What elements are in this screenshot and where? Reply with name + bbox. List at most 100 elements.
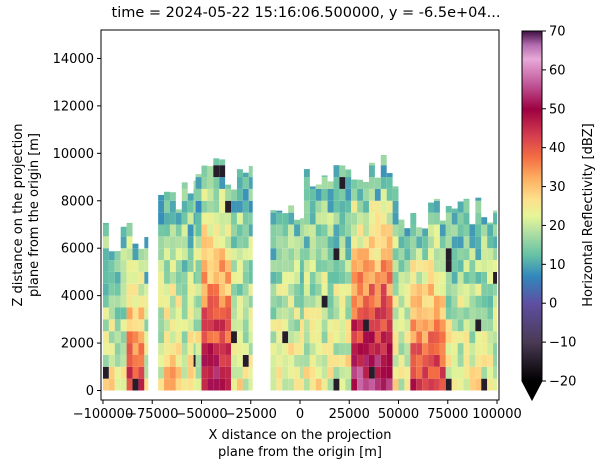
reflectivity-cell	[321, 175, 328, 178]
reflectivity-cell	[428, 331, 434, 344]
reflectivity-cell	[439, 271, 446, 284]
reflectivity-cell	[392, 319, 399, 332]
reflectivity-cell	[428, 212, 434, 225]
reflectivity-cell	[422, 228, 429, 237]
reflectivity-cell	[231, 248, 237, 261]
reflectivity-cell	[207, 224, 214, 237]
reflectivity-cell	[169, 283, 176, 296]
reflectivity-cell	[493, 224, 498, 237]
reflectivity-cell	[380, 378, 387, 391]
reflectivity-cell	[368, 366, 375, 379]
reflectivity-cell	[315, 224, 322, 237]
reflectivity-cell	[481, 217, 488, 225]
reflectivity-cell	[439, 220, 446, 225]
reflectivity-cell	[236, 343, 243, 355]
reflectivity-cell	[213, 354, 220, 367]
reflectivity-cell	[321, 366, 328, 379]
reflectivity-cell	[219, 177, 226, 189]
reflectivity-cell	[493, 307, 498, 320]
reflectivity-cell	[463, 331, 470, 344]
reflectivity-cell	[433, 260, 440, 272]
reflectivity-cell	[333, 331, 340, 344]
reflectivity-cell	[469, 354, 476, 367]
reflectivity-cell	[333, 378, 340, 391]
reflectivity-cell	[225, 307, 232, 320]
reflectivity-cell	[193, 331, 196, 344]
reflectivity-cell	[315, 188, 322, 201]
reflectivity-cell	[288, 205, 295, 213]
colorbar-tick-label: 40	[549, 141, 566, 156]
reflectivity-cell	[433, 271, 440, 284]
reflectivity-cell	[487, 248, 494, 261]
reflectivity-cell	[451, 260, 458, 272]
reflectivity-cell	[193, 260, 196, 272]
reflectivity-cell	[386, 224, 393, 237]
reflectivity-cell	[321, 331, 328, 344]
reflectivity-cell	[201, 295, 208, 308]
reflectivity-cell	[242, 295, 249, 308]
reflectivity-cell	[225, 331, 232, 344]
reflectivity-cell	[374, 200, 381, 213]
reflectivity-cell	[303, 343, 310, 355]
reflectivity-cell	[380, 236, 387, 249]
colorbar: −20 −10 0 10 20 30 40 50 60 70 Horizontal Reflect…	[521, 25, 596, 402]
reflectivity-cell	[386, 366, 393, 379]
reflectivity-cell	[457, 212, 464, 225]
reflectivity-cell	[392, 366, 399, 379]
reflectivity-cell	[374, 283, 381, 296]
reflectivity-cell	[164, 271, 170, 284]
reflectivity-cell	[303, 224, 310, 237]
reflectivity-cell	[433, 248, 440, 261]
reflectivity-cell	[363, 236, 369, 249]
reflectivity-cell	[164, 191, 170, 201]
reflectivity-cell	[169, 343, 176, 355]
reflectivity-cell	[457, 307, 464, 320]
reflectivity-cell	[270, 354, 277, 367]
reflectivity-cell	[315, 260, 322, 272]
reflectivity-cell	[315, 331, 322, 344]
reflectivity-cell	[327, 307, 334, 320]
reflectivity-cell	[451, 224, 458, 237]
reflectivity-cell	[138, 354, 145, 367]
reflectivity-cell	[164, 331, 170, 344]
reflectivity-cell	[158, 236, 165, 249]
reflectivity-cell	[321, 271, 328, 284]
reflectivity-cell	[288, 319, 295, 332]
reflectivity-cell	[193, 366, 196, 379]
reflectivity-cell	[276, 271, 283, 284]
reflectivity-cell	[213, 248, 220, 261]
reflectivity-cell	[386, 236, 393, 249]
colorbar-label: Horizontal Reflectivity [dBZ]	[581, 123, 596, 306]
reflectivity-cell	[102, 366, 109, 379]
reflectivity-cell	[374, 188, 381, 201]
reflectivity-cell	[282, 271, 289, 284]
reflectivity-cell	[195, 295, 202, 308]
reflectivity-cell	[374, 236, 381, 249]
reflectivity-cell	[294, 260, 300, 272]
reflectivity-cell	[363, 283, 369, 296]
reflectivity-cell	[493, 378, 498, 391]
reflectivity-cell	[363, 378, 369, 391]
reflectivity-cell	[410, 224, 417, 237]
reflectivity-cell	[132, 319, 139, 332]
reflectivity-cell	[445, 224, 452, 237]
reflectivity-cell	[363, 354, 369, 367]
reflectivity-cell	[463, 260, 470, 272]
reflectivity-cell	[126, 222, 133, 225]
reflectivity-cell	[451, 366, 458, 379]
reflectivity-cell	[487, 222, 494, 225]
reflectivity-cell	[410, 378, 417, 391]
reflectivity-cell	[386, 188, 393, 201]
reflectivity-cell	[363, 224, 369, 237]
reflectivity-cell	[276, 212, 283, 225]
reflectivity-cell	[309, 319, 316, 332]
reflectivity-cell	[363, 331, 369, 344]
reflectivity-cell	[219, 366, 226, 379]
reflectivity-cell	[102, 343, 109, 355]
reflectivity-cell	[333, 236, 340, 249]
x-tick-label: 50000	[378, 407, 419, 422]
reflectivity-cell	[327, 271, 334, 284]
reflectivity-cell	[368, 177, 375, 189]
reflectivity-cell	[481, 331, 488, 344]
reflectivity-cell	[114, 378, 121, 391]
